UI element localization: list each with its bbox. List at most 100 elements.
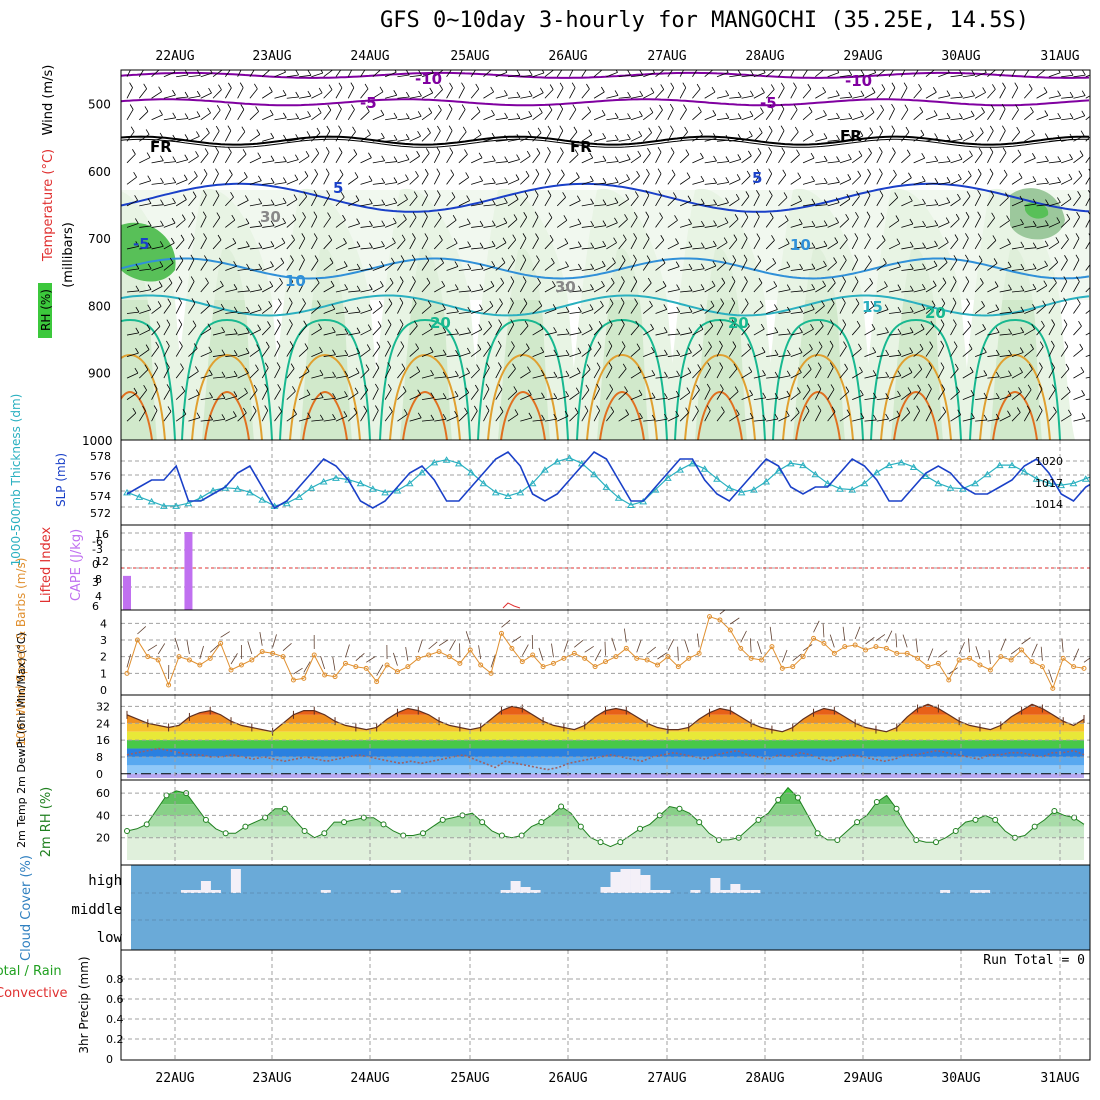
run-total: Run Total = 0 [983,953,1085,968]
wind-barb [578,263,582,270]
wind-barb [212,89,222,99]
wind-barb [823,110,827,116]
wind-barb [360,349,371,357]
wind10m-barb [802,644,813,651]
wind-barb [256,129,261,135]
wind-barb [642,195,650,207]
isotherm-label: FR [150,138,172,156]
wind-barb [483,367,490,379]
wind-barb [458,311,471,314]
cloud-high-bar [740,890,751,893]
wind-barb [495,389,503,400]
thickness-axis-label: 1000-500mb Thickness (dm) [9,394,23,567]
wind-barb [290,255,294,261]
rh2m-point [479,819,486,826]
wind-barb [815,225,828,228]
wind-barb [548,104,553,111]
wind-barb [618,260,626,271]
wind-barb [928,383,932,390]
thickness-point [836,485,844,492]
wind-barb [448,125,453,131]
wind-barb [655,331,668,336]
wind-barb [354,172,359,178]
wind-barb [974,352,987,357]
wind-barb [269,281,274,287]
wind-barb [556,174,565,185]
wind-barb [581,369,591,379]
wind-barb [590,242,595,248]
wind-barb [299,74,312,78]
wind-barb [589,324,593,330]
wind10m-barb [355,653,365,661]
wind-barb [298,238,306,250]
wind-barb [147,263,152,270]
wind-barb [741,196,750,207]
wind-barb [286,96,299,99]
wind-barb [504,197,508,204]
wind-barb [163,324,171,336]
wind-barb [360,389,369,400]
wind-barb [606,262,616,271]
wind-barb [528,110,533,117]
thickness-point [319,477,328,485]
wind10m-barb [1010,647,1021,655]
wind-barb [536,255,540,261]
wind-barb [627,133,631,140]
wind-barb [188,95,201,99]
wind-barb [1069,70,1074,76]
wind-barb [802,134,814,142]
wind10m-point [603,659,608,665]
wind-barb [335,288,348,293]
wind-barb [511,255,515,261]
wind-barb [733,234,738,240]
wind-barb [906,407,911,413]
wind-barb [1085,309,1090,314]
cloud-axis-label: Cloud Cover (%) [19,855,34,961]
wind10m-point [727,627,733,633]
wind-barb [901,246,914,250]
wind10m-barb [247,641,253,655]
wind-barb [135,327,140,334]
wind-barb [217,234,222,241]
wind-barb [563,215,568,221]
wind-barb [636,343,641,349]
wind-barb [392,217,397,224]
wind-barb [1060,198,1072,207]
wind-barb [384,242,396,250]
wind-barb [139,111,149,121]
rh2m-tick-label: 20 [96,832,110,845]
wind-barb [728,260,737,271]
wind-barb [827,242,838,250]
thickness-point [590,470,598,478]
wind-barb [999,108,1006,120]
wind-barb [606,95,619,99]
rh2m-point [439,816,446,823]
wind-barb [520,95,533,99]
wind-barb [735,409,740,415]
wind10m-barb [1021,637,1031,645]
wind-barb [643,374,655,379]
wind-barb [721,277,726,284]
wind-barb [587,344,592,350]
wind-barb [421,397,434,401]
rh-axis-label: RH (%) [39,289,53,331]
wind-barb [237,154,247,164]
rh2m-point [972,816,979,823]
wind10m-barb [757,641,762,655]
wind-barb [692,369,701,379]
wind-barb [675,261,680,267]
wind-barb [1073,259,1080,271]
wind-barb [332,414,336,420]
wind-barb [277,384,281,390]
wind10m-barb [345,644,350,658]
wind-barb [208,87,212,94]
wind-barb [1011,290,1024,293]
thickness-point [491,488,500,496]
wind-barb [380,109,385,116]
wind-barb [670,125,674,131]
wind-barb [679,412,689,422]
wind-barb [384,303,393,314]
wind-barb [1036,204,1049,207]
wind-barb [221,393,226,399]
wind-barb [657,168,662,174]
